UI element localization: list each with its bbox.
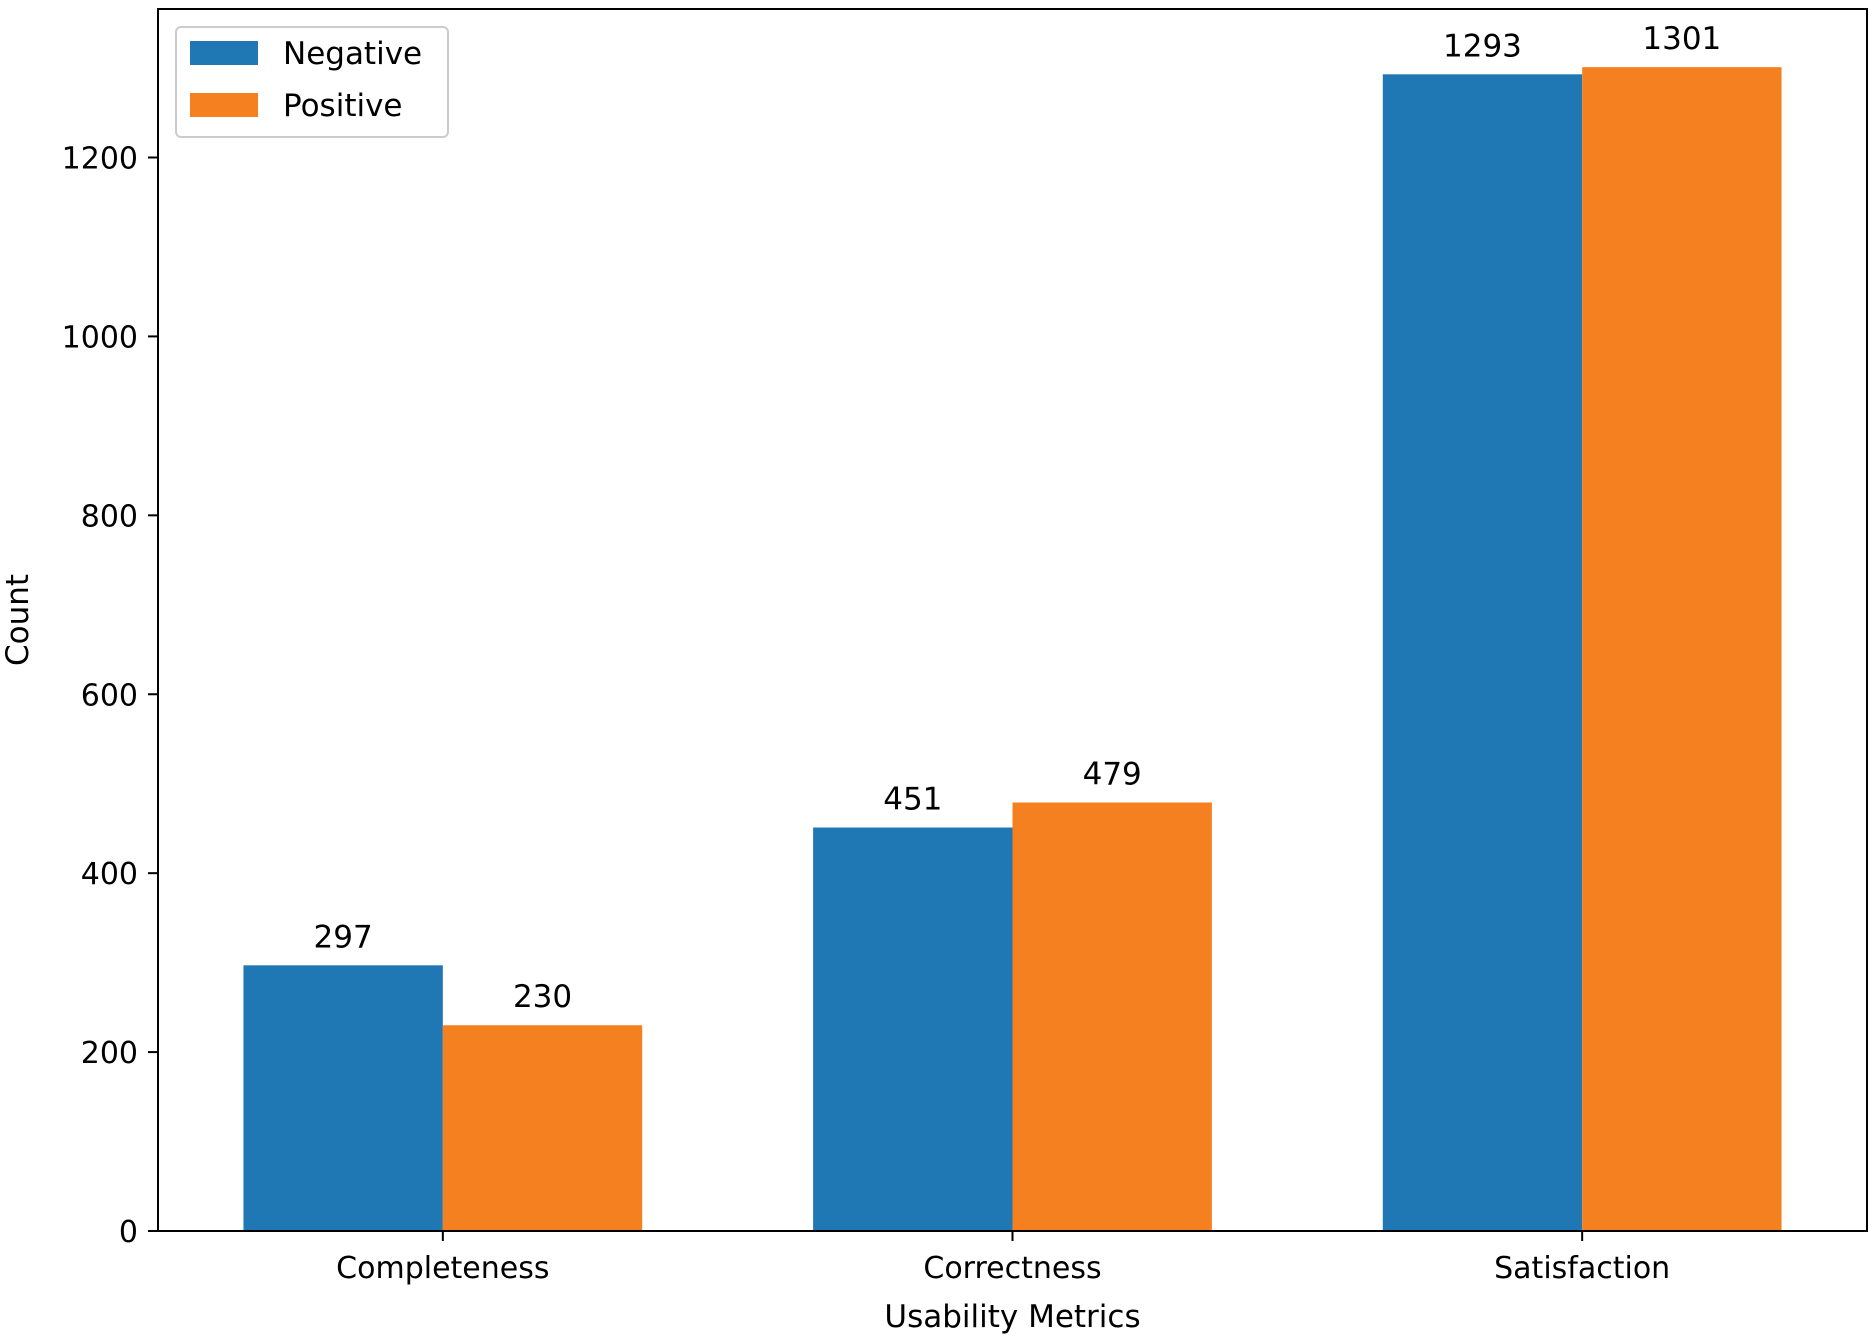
data-label-positive-completeness: 230	[513, 979, 572, 1015]
bar-negative-correctness	[813, 827, 1013, 1231]
data-labels-layer: 297 230 451 479 1293 1301	[314, 21, 1722, 1015]
y-tick-label: 1000	[62, 320, 138, 355]
x-tick-label-completeness: Completeness	[336, 1251, 549, 1286]
bar-positive-completeness	[442, 1025, 643, 1231]
bar-positive-correctness	[1012, 802, 1212, 1231]
y-tick-label: 400	[81, 857, 138, 892]
y-tick-label: 0	[119, 1215, 138, 1250]
bars-layer	[243, 67, 1782, 1232]
bar-negative-satisfaction	[1382, 74, 1583, 1231]
data-label-negative-completeness: 297	[314, 919, 373, 955]
data-label-positive-satisfaction: 1301	[1642, 21, 1721, 57]
legend: Negative Positive	[175, 26, 449, 138]
legend-swatch-positive	[190, 93, 258, 117]
y-tick-label: 1200	[62, 142, 138, 177]
axes-layer: 0 200 400 600 800 1000 1200 Completeness Correct…	[62, 142, 1671, 1286]
data-label-positive-correctness: 479	[1083, 756, 1142, 792]
y-tick-label: 800	[81, 499, 138, 534]
x-tick-label-satisfaction: Satisfaction	[1494, 1251, 1670, 1286]
x-axis-title: Usability Metrics	[884, 1299, 1140, 1335]
y-axis-title: Count	[0, 574, 36, 666]
legend-label-positive: Positive	[283, 88, 403, 124]
data-label-negative-satisfaction: 1293	[1443, 28, 1522, 64]
y-tick-label: 600	[81, 678, 138, 713]
legend-label-negative: Negative	[283, 36, 422, 72]
data-label-negative-correctness: 451	[883, 782, 942, 818]
y-tick-label: 200	[81, 1036, 138, 1071]
plot-frame	[157, 8, 1868, 1232]
bar-positive-satisfaction	[1582, 67, 1782, 1232]
legend-swatch-negative	[190, 41, 258, 65]
bar-negative-completeness	[243, 965, 443, 1231]
x-tick-label-correctness: Correctness	[923, 1251, 1101, 1286]
